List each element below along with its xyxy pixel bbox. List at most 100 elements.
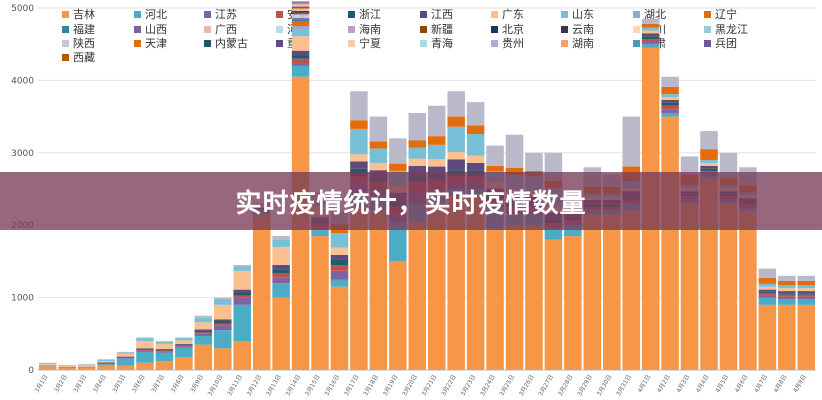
bar-segment	[77, 366, 96, 368]
bar-segment	[758, 295, 777, 298]
bar-segment	[330, 254, 349, 260]
bar-segment	[97, 359, 115, 361]
bar-segment	[272, 269, 290, 273]
legend-swatch	[204, 26, 211, 33]
legend-swatch	[276, 40, 283, 47]
bar-segment	[447, 116, 465, 127]
bar-segment	[194, 329, 213, 331]
bar-segment	[214, 304, 232, 320]
x-tick-label: 4月1日	[637, 374, 653, 395]
bar-segment	[272, 236, 290, 240]
bar-segment	[116, 353, 135, 357]
bar-segment	[311, 236, 329, 370]
bar-segment	[466, 196, 485, 370]
bar-segment	[505, 134, 524, 168]
bar-segment	[505, 168, 524, 176]
bar-segment	[233, 265, 251, 267]
bar-segment	[291, 58, 310, 64]
legend-label: 陕西	[73, 36, 95, 50]
bar-segment	[233, 341, 251, 370]
bar-segment	[77, 364, 96, 365]
bar-segment	[175, 345, 193, 347]
bar-segment	[272, 272, 290, 278]
bar-segment	[291, 13, 310, 16]
bar-segment	[58, 365, 76, 368]
x-tick-label: 3月29日	[576, 374, 594, 398]
x-tick-label: 3月25日	[498, 374, 516, 398]
bar-segment	[77, 364, 96, 366]
y-tick-label: 0	[28, 366, 34, 376]
bar-segment	[622, 116, 640, 167]
legend-label: 吉林	[73, 7, 95, 21]
legend-label: 浙江	[359, 8, 381, 21]
bar-segment	[427, 159, 446, 167]
bar-segment	[291, 2, 310, 3]
x-tick-label: 3月19日	[382, 374, 400, 398]
bar-segment	[778, 296, 796, 300]
bar-segment	[427, 136, 446, 145]
bar-segment	[350, 207, 368, 370]
bar-segment	[758, 291, 777, 294]
x-tick-label: 4月3日	[675, 374, 691, 395]
x-tick-label: 3月20日	[401, 374, 419, 398]
bar-segment	[175, 340, 193, 344]
legend-swatch	[204, 40, 211, 47]
bar-segment	[661, 86, 679, 95]
bar-segment	[38, 363, 57, 364]
bar-segment	[214, 297, 232, 300]
x-tick-label: 3月10日	[207, 374, 225, 398]
bar-segment	[778, 280, 796, 286]
bar-segment	[797, 299, 816, 305]
legend-swatch	[276, 26, 283, 33]
bar-segment	[389, 261, 407, 370]
x-tick-label: 4月8日	[773, 374, 789, 395]
bar-segment	[291, 8, 310, 9]
bar-segment	[505, 225, 524, 370]
x-tick-label: 3月1日	[34, 374, 50, 395]
bar-segment	[175, 338, 193, 341]
bar-segment	[311, 230, 329, 237]
bar-segment	[272, 265, 290, 270]
bar-segment	[155, 341, 174, 342]
bar-segment	[486, 165, 504, 172]
bar-segment	[369, 116, 388, 142]
bar-segment	[97, 359, 115, 360]
bar-segment	[194, 322, 213, 330]
bar-segment	[778, 291, 796, 294]
legend-background	[0, 0, 822, 68]
bar-segment	[719, 152, 738, 179]
bar-segment	[408, 112, 427, 141]
legend-label: 西藏	[73, 51, 95, 64]
bar-segment	[272, 246, 290, 266]
bar-segment	[136, 338, 154, 342]
bar-segment	[641, 27, 660, 31]
legend-swatch	[420, 11, 427, 18]
bar-segment	[291, 4, 310, 6]
bar-segment	[97, 363, 115, 365]
bar-segment	[155, 351, 174, 353]
bar-segment	[291, 19, 310, 22]
bar-segment	[486, 228, 504, 370]
x-tick-label: 3月24日	[479, 374, 497, 398]
bar-segment	[661, 102, 679, 106]
bar-segment	[194, 335, 213, 345]
bar-segment	[233, 304, 251, 342]
legend-swatch	[561, 11, 568, 18]
bar-segment	[38, 366, 57, 370]
x-tick-label: 3月4日	[92, 374, 108, 395]
bar-segment	[408, 221, 427, 370]
legend-swatch	[420, 40, 427, 47]
x-tick-label: 3月5日	[111, 374, 127, 395]
bar-segment	[58, 367, 76, 368]
legend-label: 山西	[145, 23, 167, 36]
x-tick-label: 3月9日	[189, 374, 205, 395]
legend-swatch	[561, 40, 568, 47]
bar-segment	[661, 76, 679, 87]
legend-swatch	[276, 11, 283, 18]
x-axis: 3月1日 3月2日 3月3日 3月4日 3月5日 3月6日 3月7日 3月8日 3月9日 3月10…	[34, 374, 808, 398]
bar-segment	[136, 341, 154, 349]
bar-segment	[233, 289, 251, 293]
legend-label: 广东	[502, 8, 524, 21]
bar-segment	[291, 1, 310, 3]
